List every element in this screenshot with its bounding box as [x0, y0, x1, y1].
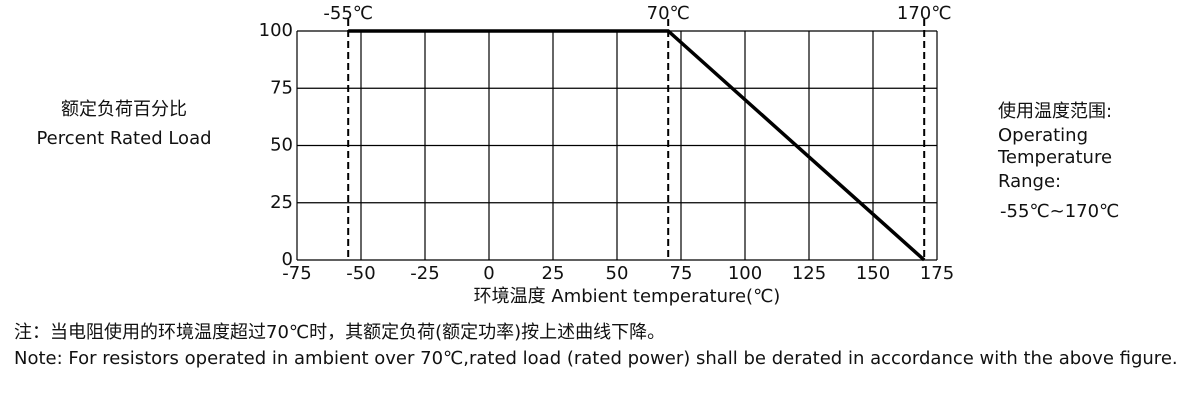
side-text: -55℃~170℃ — [1000, 201, 1119, 222]
note: Note: For resistors operated in ambient … — [14, 348, 1178, 369]
x-tick-label: 75 — [670, 263, 693, 284]
x-tick-label: 25 — [542, 263, 565, 284]
y-axis-label: 额定负荷百分比 — [61, 99, 187, 120]
side-text: Range: — [998, 171, 1061, 192]
limit-label: -55℃ — [323, 3, 373, 24]
x-tick-label: 175 — [920, 263, 954, 284]
x-tick-label: -75 — [282, 263, 311, 284]
x-tick-label: 100 — [728, 263, 762, 284]
y-axis-label: Percent Rated Load — [36, 128, 211, 149]
x-tick-label: -50 — [346, 263, 375, 284]
side-text: 使用温度范围: — [998, 101, 1112, 122]
x-tick-label: 150 — [856, 263, 890, 284]
y-tick-label: 25 — [270, 192, 293, 213]
limit-label: 170℃ — [897, 3, 952, 24]
side-text: Temperature — [997, 147, 1112, 168]
chart: 额定负荷百分比 Percent Rated Load 环境温度 Ambient … — [36, 3, 1119, 307]
x-tick-label: 125 — [792, 263, 826, 284]
x-tick-label: 0 — [483, 263, 494, 284]
note: 注：当电阻使用的环境温度超过70℃时，其额定负荷(额定功率)按上述曲线下降。 — [14, 322, 666, 343]
y-tick-label: 75 — [270, 77, 293, 98]
y-tick-label: 50 — [270, 135, 293, 156]
y-tick-label: 100 — [259, 20, 293, 41]
x-tick-label: -25 — [410, 263, 439, 284]
x-tick-label: 50 — [606, 263, 629, 284]
y-tick-label: 0 — [282, 249, 293, 270]
derating-line — [348, 29, 926, 262]
side-text: Operating — [998, 125, 1088, 146]
limit-label: 70℃ — [647, 3, 690, 24]
x-axis-label: 环境温度 Ambient temperature(℃) — [474, 286, 781, 307]
